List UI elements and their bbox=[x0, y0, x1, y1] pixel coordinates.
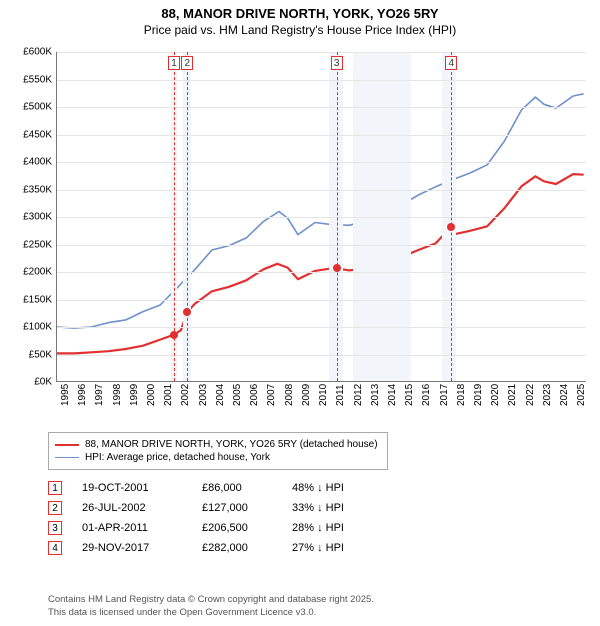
marker-vline bbox=[451, 52, 452, 381]
gridline-h bbox=[57, 327, 586, 328]
gridline-h bbox=[57, 272, 586, 273]
legend-item: HPI: Average price, detached house, York bbox=[55, 452, 381, 463]
y-tick-label: £50K bbox=[8, 349, 52, 360]
y-tick-label: £550K bbox=[8, 74, 52, 85]
y-tick-label: £150K bbox=[8, 294, 52, 305]
tx-price: £206,500 bbox=[202, 522, 292, 534]
legend-label: 88, MANOR DRIVE NORTH, YORK, YO26 5RY (d… bbox=[85, 439, 378, 450]
marker-vline bbox=[337, 52, 338, 381]
plot-area: 12 3 4 bbox=[56, 52, 586, 382]
gridline-h bbox=[57, 300, 586, 301]
y-tick-label: £600K bbox=[8, 47, 52, 58]
legend-label: HPI: Average price, detached house, York bbox=[85, 452, 270, 463]
series-hpi bbox=[57, 94, 584, 328]
table-row: 1 19-OCT-2001£86,00048% ↓ HPI bbox=[48, 480, 382, 496]
tx-price: £127,000 bbox=[202, 502, 292, 514]
tx-pct: 48% ↓ HPI bbox=[292, 482, 382, 494]
marker-box: 3 bbox=[331, 56, 343, 70]
y-tick-label: £200K bbox=[8, 267, 52, 278]
legend-item: 88, MANOR DRIVE NORTH, YORK, YO26 5RY (d… bbox=[55, 439, 381, 450]
gridline-h bbox=[57, 135, 586, 136]
gridline-h bbox=[57, 162, 586, 163]
tx-index: 1 bbox=[48, 481, 62, 495]
marker-box: 4 bbox=[445, 56, 457, 70]
tx-index: 4 bbox=[48, 541, 62, 555]
y-tick-label: £450K bbox=[8, 129, 52, 140]
y-tick-label: £350K bbox=[8, 184, 52, 195]
footer-line-2: This data is licensed under the Open Gov… bbox=[48, 607, 590, 620]
tx-price: £282,000 bbox=[202, 542, 292, 554]
gridline-h bbox=[57, 107, 586, 108]
gridline-h bbox=[57, 245, 586, 246]
table-row: 2 26-JUL-2002£127,00033% ↓ HPI bbox=[48, 500, 382, 516]
tx-date: 19-OCT-2001 bbox=[82, 482, 202, 494]
transactions-table: 1 19-OCT-2001£86,00048% ↓ HPI 2 26-JUL-2002… bbox=[48, 476, 382, 560]
y-tick-label: £500K bbox=[8, 102, 52, 113]
y-tick-label: £250K bbox=[8, 239, 52, 250]
tx-index: 2 bbox=[48, 501, 62, 515]
gridline-h bbox=[57, 52, 586, 53]
y-tick-label: £0K bbox=[8, 377, 52, 388]
legend-swatch bbox=[55, 457, 79, 458]
y-tick-label: £300K bbox=[8, 212, 52, 223]
marker-point bbox=[333, 264, 341, 272]
tx-index: 3 bbox=[48, 521, 62, 535]
tx-date: 26-JUL-2002 bbox=[82, 502, 202, 514]
y-tick-label: £400K bbox=[8, 157, 52, 168]
marker-vline bbox=[187, 52, 188, 381]
footer-licence: Contains HM Land Registry data © Crown c… bbox=[48, 594, 590, 620]
footer-line-1: Contains HM Land Registry data © Crown c… bbox=[48, 594, 590, 607]
tx-pct: 28% ↓ HPI bbox=[292, 522, 382, 534]
marker-box: 1 bbox=[168, 56, 180, 70]
x-tick-label: 2025 bbox=[576, 384, 600, 406]
tx-date: 01-APR-2011 bbox=[82, 522, 202, 534]
table-row: 4 29-NOV-2017£282,00027% ↓ HPI bbox=[48, 540, 382, 556]
gridline-h bbox=[57, 80, 586, 81]
marker-point bbox=[447, 223, 455, 231]
chart-area: 12 3 4 £0K £50K £100K £150K £200K £250K £300K £35… bbox=[8, 52, 592, 424]
legend: 88, MANOR DRIVE NORTH, YORK, YO26 5RY (d… bbox=[48, 432, 388, 470]
gridline-h bbox=[57, 217, 586, 218]
marker-point bbox=[183, 308, 191, 316]
y-tick-label: £100K bbox=[8, 322, 52, 333]
gridline-h bbox=[57, 190, 586, 191]
page-subtitle: Price paid vs. HM Land Registry's House … bbox=[0, 23, 600, 37]
tx-price: £86,000 bbox=[202, 482, 292, 494]
marker-point bbox=[170, 331, 178, 339]
tx-pct: 33% ↓ HPI bbox=[292, 502, 382, 514]
legend-swatch bbox=[55, 444, 79, 446]
table-row: 3 01-APR-2011£206,50028% ↓ HPI bbox=[48, 520, 382, 536]
tx-pct: 27% ↓ HPI bbox=[292, 542, 382, 554]
gridline-h bbox=[57, 355, 586, 356]
marker-box: 2 bbox=[181, 56, 193, 70]
page-title: 88, MANOR DRIVE NORTH, YORK, YO26 5RY bbox=[0, 6, 600, 21]
tx-date: 29-NOV-2017 bbox=[82, 542, 202, 554]
